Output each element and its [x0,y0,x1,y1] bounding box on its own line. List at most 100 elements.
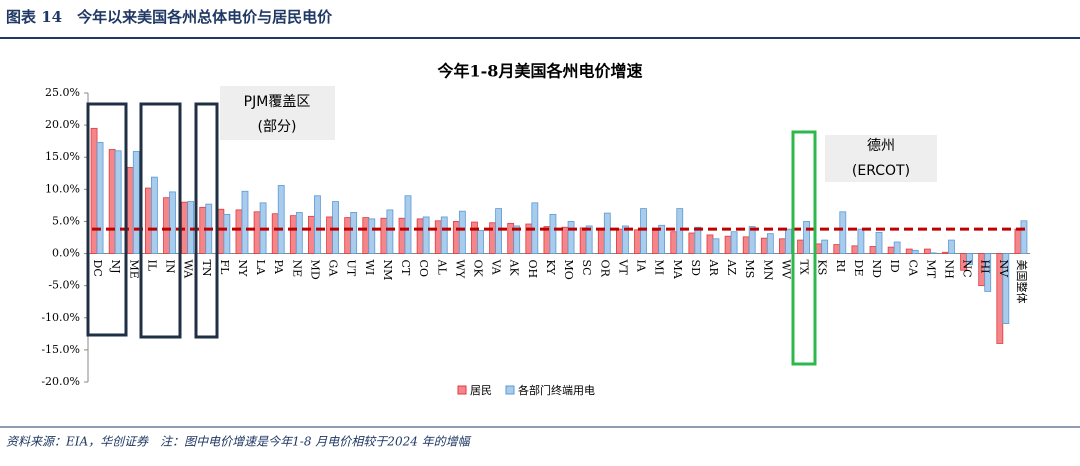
x-tick-label: CT [399,260,412,276]
bar [223,213,231,254]
x-tick-label: NC [961,260,974,278]
bar [253,211,261,254]
bar [893,241,901,254]
x-tick-label: DE [852,260,865,277]
bar [766,233,774,254]
y-tick-label: -10.0% [41,311,80,324]
bar [597,228,605,254]
legend-swatch [505,385,515,395]
annotation-box [825,135,937,182]
x-tick-label: UT [345,260,358,277]
bar [948,239,955,254]
bar [875,231,883,254]
bar [169,191,176,254]
bar [271,213,279,254]
bar [658,224,666,254]
x-tick-label: TN [200,260,213,277]
bar [489,222,496,254]
bar [308,215,315,254]
bar [108,149,116,254]
x-tick-label: 美国整体 [1015,260,1029,304]
y-tick-label: 0.0% [52,247,80,260]
bar [404,195,412,254]
bar [549,213,557,254]
bar [839,211,847,254]
bar [132,151,140,254]
bar [567,221,575,254]
x-tick-label: MI [653,260,666,276]
bar [1020,220,1028,254]
bar [398,217,406,254]
x-tick-label: SC [580,260,593,276]
x-tick-label: WA [182,260,195,280]
bar [380,217,388,254]
bar [622,225,629,254]
highlight-box [791,130,817,366]
legend-swatch [457,385,467,395]
bar [295,212,303,254]
x-tick-label: RI [834,260,847,273]
x-tick-label: WY [453,260,466,279]
bar [440,216,448,254]
legend-label: 居民 [470,384,492,397]
bar [797,239,804,254]
bar [815,243,823,254]
bar [923,248,931,254]
bar [350,212,358,254]
bar [579,227,587,254]
bar [332,201,339,254]
annotation: (部分) [258,119,297,135]
bar [724,235,732,254]
x-tick-label: MN [761,260,774,281]
bar [145,187,152,254]
footer-note: 资料来源：EIA，华创证券 注：图中电价增速是今年1-8 月电价相较于2024 … [6,435,472,449]
y-tick-label: 15.0% [45,150,80,163]
bar [688,232,696,254]
bar [241,190,249,254]
bar [779,238,786,254]
y-tick-label: 10.0% [45,182,80,195]
highlight-box [194,102,219,339]
bar [416,218,424,254]
bar [742,236,750,254]
x-tick-label: WV [779,260,792,280]
bar [785,228,792,254]
bar [163,197,170,254]
bar [386,209,394,254]
x-tick-label: ID [888,260,901,273]
bar [114,150,122,254]
bar [748,226,756,254]
x-tick-label: HI [979,260,992,274]
x-tick-label: FL [218,260,231,276]
x-tick-label: LA [254,260,267,276]
y-tick-label: -20.0% [41,375,80,388]
highlight-boxes [86,102,817,366]
x-tick-label: OR [598,260,611,278]
y-tick-label: -15.0% [41,343,80,356]
bar [471,221,478,254]
x-tick-label: MO [562,260,575,280]
x-tick-label: ME [127,260,140,279]
bar [857,228,865,254]
bar [326,216,333,254]
bar [277,185,285,254]
annotation: 德州 [867,138,895,154]
x-tick-label: ND [870,260,883,279]
bar [929,252,937,254]
bar [344,217,352,254]
x-tick-label: AR [707,259,720,277]
x-tick-label: GA [327,260,340,278]
bar [1014,228,1022,254]
x-tick-label: PA [272,260,285,275]
x-tick-label: OK [471,260,484,278]
bar [151,176,158,254]
x-tick-label: NH [942,260,955,279]
bar [96,142,104,254]
x-tick-label: CO [417,260,430,277]
y-tick-label: 20.0% [45,118,80,131]
bar [694,226,702,254]
bar [712,238,720,254]
bar [289,215,297,254]
bar [495,208,502,254]
annotation: PJM覆盖区 [244,94,311,110]
